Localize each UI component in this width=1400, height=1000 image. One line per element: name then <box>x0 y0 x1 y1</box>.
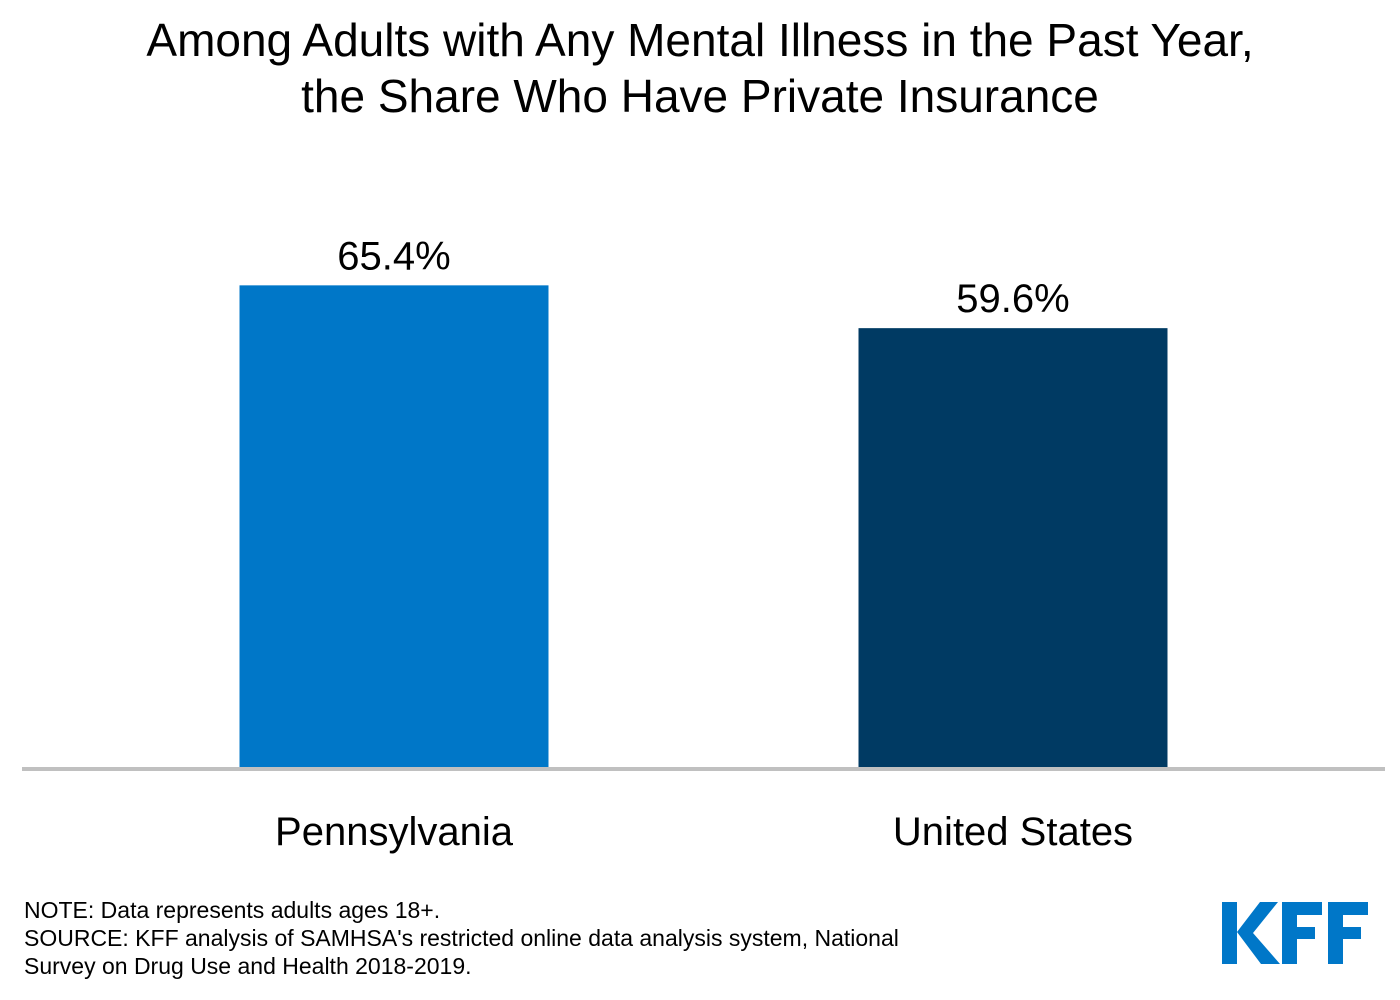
source-text-line-1: SOURCE: KFF analysis of SAMHSA's restric… <box>24 925 899 951</box>
bar-united-states <box>858 328 1168 768</box>
data-label-pennsylvania: 65.4% <box>337 234 450 278</box>
source-text-line-2: Survey on Drug Use and Health 2018-2019. <box>24 953 472 979</box>
kff-logo <box>1222 902 1368 964</box>
data-label-united-states: 59.6% <box>956 277 1069 321</box>
chart-title: Among Adults with Any Mental Illness in … <box>0 12 1400 124</box>
chart-notes: NOTE: Data represents adults ages 18+. S… <box>24 896 899 980</box>
chart-title-line-1: Among Adults with Any Mental Illness in … <box>146 14 1254 66</box>
category-label-united-states: United States <box>893 810 1133 854</box>
bar-pennsylvania <box>239 285 549 768</box>
category-label-pennsylvania: Pennsylvania <box>275 810 514 854</box>
note-text: NOTE: Data represents adults ages 18+. <box>24 897 441 923</box>
chart-title-line-2: the Share Who Have Private Insurance <box>301 70 1099 122</box>
